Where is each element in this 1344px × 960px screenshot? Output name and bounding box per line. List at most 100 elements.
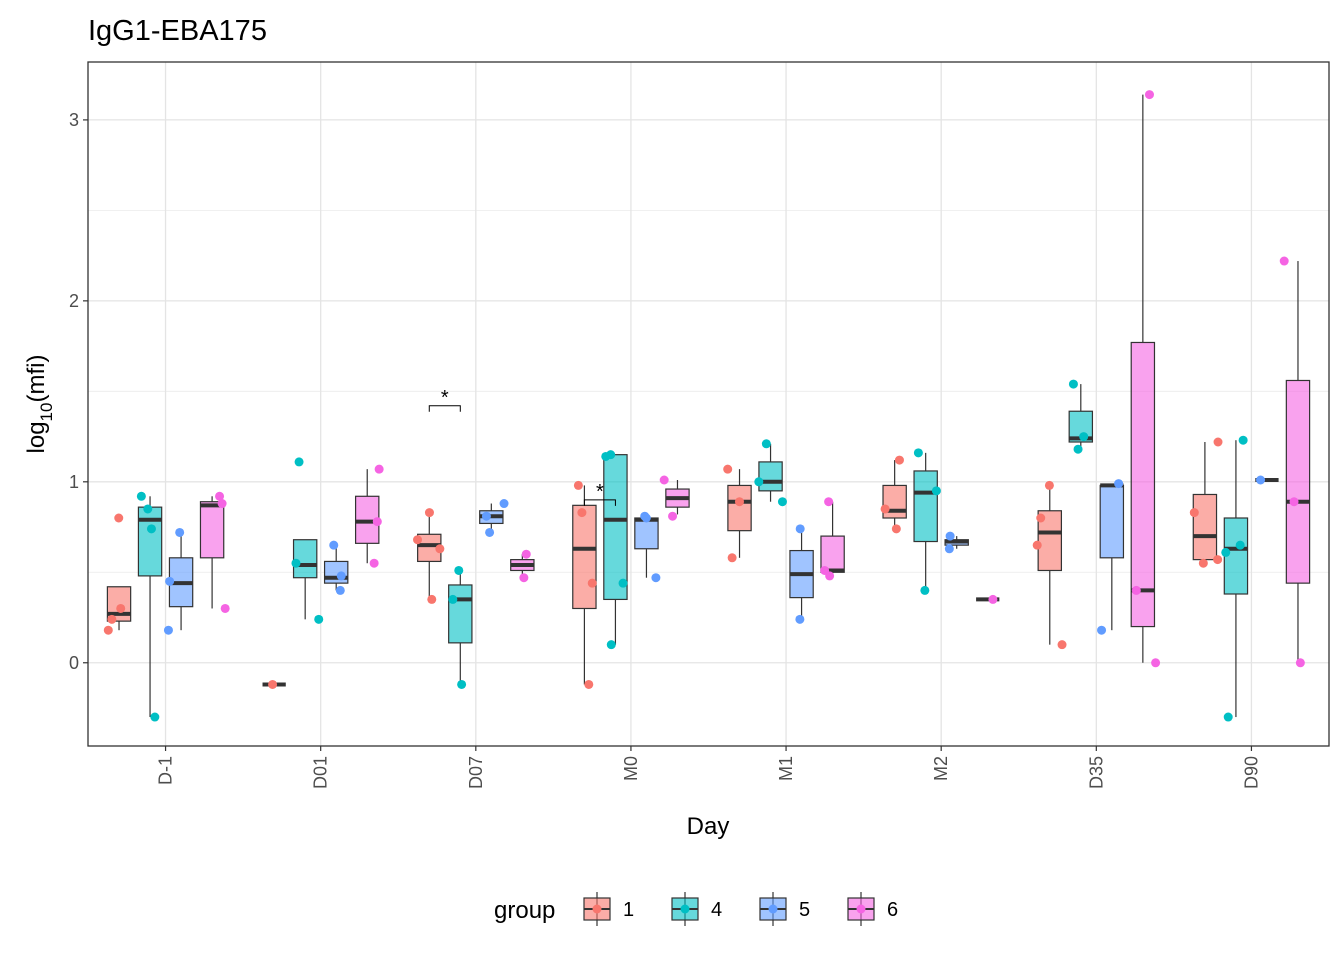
data-point [220,603,230,613]
data-point [1079,432,1089,442]
legend-entry-1: 1 [583,892,634,926]
data-point [136,491,146,501]
data-point [988,594,998,604]
box-group-5-M2 [944,536,969,549]
y-axis-title-base: log [23,421,50,453]
box [1130,341,1156,628]
y-tick-label: 3 [69,110,79,130]
data-point [521,549,531,559]
box-group-4-M0 [603,454,628,645]
data-point [754,477,764,487]
legend-key-point [856,904,866,914]
box-group-6-D-1 [199,496,225,609]
data-point [165,576,175,586]
data-point [1256,475,1266,485]
data-point [659,475,669,485]
legend-key-point [592,904,602,914]
box [323,560,349,584]
box [758,461,783,492]
data-point [116,603,126,613]
box [1285,379,1311,584]
data-point [143,504,153,514]
data-point [424,508,434,518]
box-group-1-D-1 [106,586,132,631]
data-point [1289,497,1299,507]
data-point [795,614,805,624]
data-point [727,553,737,563]
data-point [1198,558,1208,568]
x-tick-label: M2 [931,756,951,781]
data-point [1213,437,1223,447]
data-point [1073,444,1083,454]
data-point [519,573,529,583]
data-point [335,585,345,595]
annotations-layer: ** [428,387,616,506]
data-point [891,524,901,534]
data-point [795,524,805,534]
x-tick-label: D-1 [156,756,176,785]
data-point [894,455,904,465]
data-point [651,573,661,583]
data-point [1144,90,1154,100]
data-point [761,439,771,449]
data-point [1295,658,1305,668]
y-tick-label: 2 [69,291,79,311]
box-group-6-D90 [1285,261,1311,663]
data-point [1036,513,1046,523]
data-point [163,625,173,635]
data-point [175,527,185,537]
box [292,539,318,579]
y-axis: 0 1 2 3 [69,110,88,673]
y-tick-label: 0 [69,653,79,673]
x-tick-label: M0 [621,756,641,781]
data-point [825,571,835,581]
data-point [723,464,733,474]
plot-panel [88,62,1329,746]
data-point [587,578,597,588]
plot-panel-border [87,61,1330,747]
legend-key-point [768,904,778,914]
y-tick-label: 1 [69,472,79,492]
points-layer [103,90,1305,722]
legend-key-point [680,904,690,914]
data-point [291,558,301,568]
bracket-line [583,499,616,506]
box [199,501,225,559]
y-axis-title-arg: (mfi) [23,355,50,403]
legend-title: group [494,897,555,924]
data-point [481,511,491,521]
data-point [1131,585,1141,595]
bracket-line [428,405,461,412]
legend-entry-6: 6 [847,892,898,926]
data-point [1189,508,1199,518]
legend-label: 5 [799,899,810,921]
box [137,506,163,577]
data-point [1151,658,1161,668]
significance-bracket: * [583,481,616,506]
data-point [1223,712,1233,722]
box [603,454,628,601]
box [1037,510,1063,572]
box-group-4-D-1 [137,496,163,718]
x-tick-label: D90 [1241,756,1261,789]
x-tick-label: D01 [311,756,331,789]
data-point [640,511,650,521]
data-point [1238,435,1248,445]
y-axis-title: log10(mfi) [23,355,56,454]
data-point [577,508,587,518]
data-point [454,565,464,575]
data-point [314,614,324,624]
data-point [374,464,384,474]
data-point [824,497,834,507]
data-point [336,571,346,581]
data-point [931,486,941,496]
box [727,484,752,532]
box-group-1-D07 [417,512,442,600]
legend-label: 6 [887,899,898,921]
legend-entry-5: 5 [759,892,810,926]
data-point [1057,640,1067,650]
data-point [294,457,304,467]
box-group-4-M1 [758,443,783,502]
data-point [913,448,923,458]
